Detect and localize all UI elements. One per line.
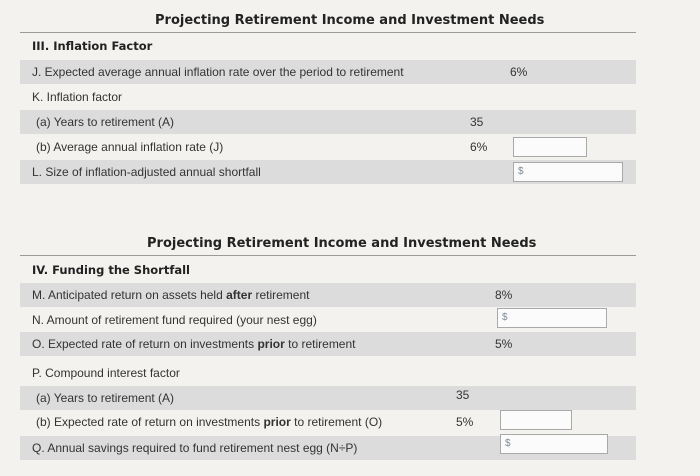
row-n-label: N. Amount of retirement fund required (y…: [32, 313, 317, 327]
row-o-label: O. Expected rate of return on investment…: [32, 337, 356, 351]
dollar-sign: $: [518, 166, 524, 177]
row-p-a-value: 35: [456, 388, 470, 402]
dollar-sign: $: [505, 438, 511, 449]
part4-title: Projecting Retirement Income and Investm…: [147, 236, 537, 251]
row-o-value: 5%: [495, 337, 513, 351]
row-k-a-value: 35: [470, 115, 484, 129]
row-l: L. Size of inflation-adjusted annual sho…: [20, 160, 636, 184]
row-k-label: K. Inflation factor: [32, 90, 123, 104]
part3-title-rule: [20, 32, 636, 33]
dollar-sign: $: [502, 312, 508, 323]
row-m-value: 8%: [495, 288, 513, 302]
row-p-a: (a) Years to retirement (A) 35: [20, 386, 636, 410]
row-k-b-label: (b) Average annual inflation rate (J): [36, 140, 224, 154]
inflation-adjusted-shortfall-input[interactable]: $: [513, 162, 623, 182]
row-p-label: P. Compound interest factor: [32, 366, 180, 380]
annual-savings-input[interactable]: $: [500, 434, 608, 454]
row-q: Q. Annual savings required to fund retir…: [20, 434, 636, 460]
row-k-a: (a) Years to retirement (A) 35: [20, 110, 636, 134]
row-m-label: M. Anticipated return on assets held aft…: [32, 288, 310, 302]
row-l-label: L. Size of inflation-adjusted annual sho…: [32, 165, 261, 179]
row-j: J. Expected average annual inflation rat…: [20, 60, 636, 84]
row-p-a-label: (a) Years to retirement (A): [36, 391, 175, 405]
row-k-b: (b) Average annual inflation rate (J) 6%: [20, 135, 636, 159]
part4-title-rule: [20, 255, 636, 256]
row-m: M. Anticipated return on assets held aft…: [20, 283, 636, 307]
row-p-b-value: 5%: [456, 415, 474, 429]
row-o: O. Expected rate of return on investment…: [20, 332, 636, 356]
row-k-b-value: 6%: [470, 140, 488, 154]
row-p-b-label: (b) Expected rate of return on investmen…: [36, 415, 383, 429]
nest-egg-input[interactable]: $: [497, 308, 607, 328]
compound-interest-factor-input[interactable]: [500, 410, 572, 430]
row-n: N. Amount of retirement fund required (y…: [20, 308, 636, 332]
row-k-a-label: (a) Years to retirement (A): [36, 115, 175, 129]
row-j-label: J. Expected average annual inflation rat…: [32, 65, 404, 79]
row-q-label: Q. Annual savings required to fund retir…: [32, 441, 358, 455]
section-inflation-factor: III. Inflation Factor: [32, 39, 153, 53]
row-k: K. Inflation factor: [20, 85, 636, 109]
part3-title: Projecting Retirement Income and Investm…: [155, 13, 545, 28]
row-p: P. Compound interest factor: [20, 361, 636, 385]
row-p-b: (b) Expected rate of return on investmen…: [20, 410, 636, 434]
section-funding-shortfall: IV. Funding the Shortfall: [32, 263, 190, 277]
row-j-value: 6%: [510, 65, 528, 79]
inflation-factor-input[interactable]: [513, 137, 587, 157]
